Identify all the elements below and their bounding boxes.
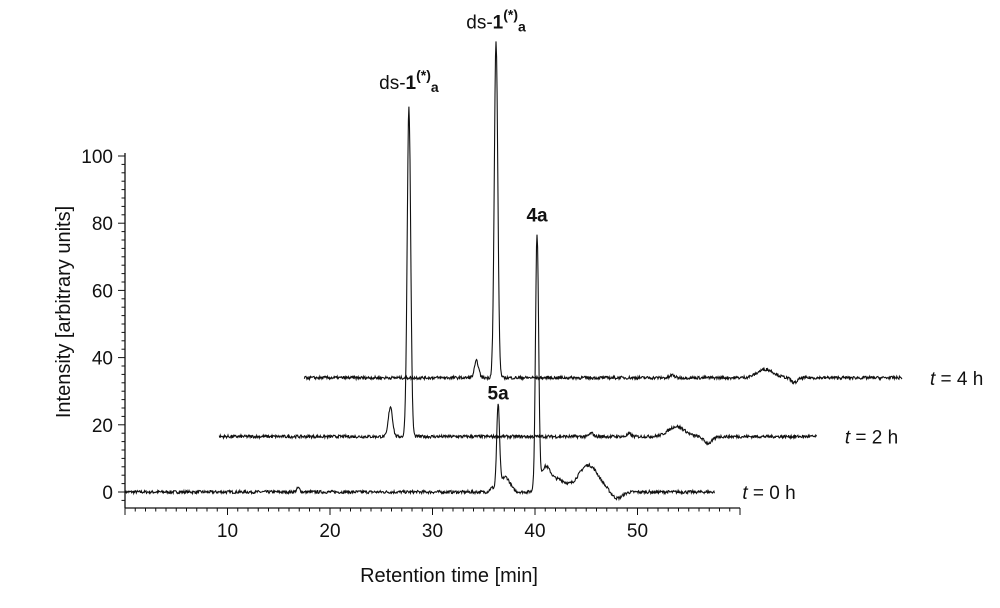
y-axis-title: Intensity [arbitrary units] xyxy=(53,206,75,418)
peak-label: 5a xyxy=(488,384,510,405)
y-tick-label: 60 xyxy=(92,281,113,302)
x-axis-ticks: 10 20 30 40 50 xyxy=(124,508,741,542)
y-tick-label: 20 xyxy=(92,416,113,437)
y-axis-ticks: 0 20 40 60 80 100 xyxy=(81,147,125,504)
y-tick-label: 80 xyxy=(92,214,113,235)
x-tick-label: 50 xyxy=(627,521,648,542)
x-tick-label: 30 xyxy=(422,521,443,542)
series-labels: t = 0 h t = 2 h t = 4 h xyxy=(742,369,983,504)
series-label: t = 4 h xyxy=(930,369,983,390)
x-tick-label: 20 xyxy=(319,521,340,542)
series-label: t = 2 h xyxy=(845,428,898,449)
peak-label: 4a xyxy=(526,206,548,227)
peak-label: ds-1(*)a xyxy=(466,6,526,34)
y-tick-label: 0 xyxy=(102,483,113,504)
chromatogram-traces xyxy=(124,41,903,502)
peak-annotations: ds-1(*)a ds-1(*)a 4a 5a xyxy=(379,6,548,404)
trace-series-0 xyxy=(124,234,715,502)
series-label: t = 0 h xyxy=(742,483,795,504)
y-tick-label: 100 xyxy=(81,147,113,168)
y-tick-label: 40 xyxy=(92,349,113,370)
trace-series-1 xyxy=(218,106,818,446)
peak-label: ds-1(*)a xyxy=(379,67,439,95)
trace-series-2 xyxy=(303,41,903,385)
x-axis-title: Retention time [min] xyxy=(360,565,538,587)
x-tick-label: 40 xyxy=(524,521,545,542)
x-tick-label: 10 xyxy=(217,521,238,542)
axes: 10 20 30 40 50 0 20 40 60 80 100 xyxy=(81,147,741,542)
